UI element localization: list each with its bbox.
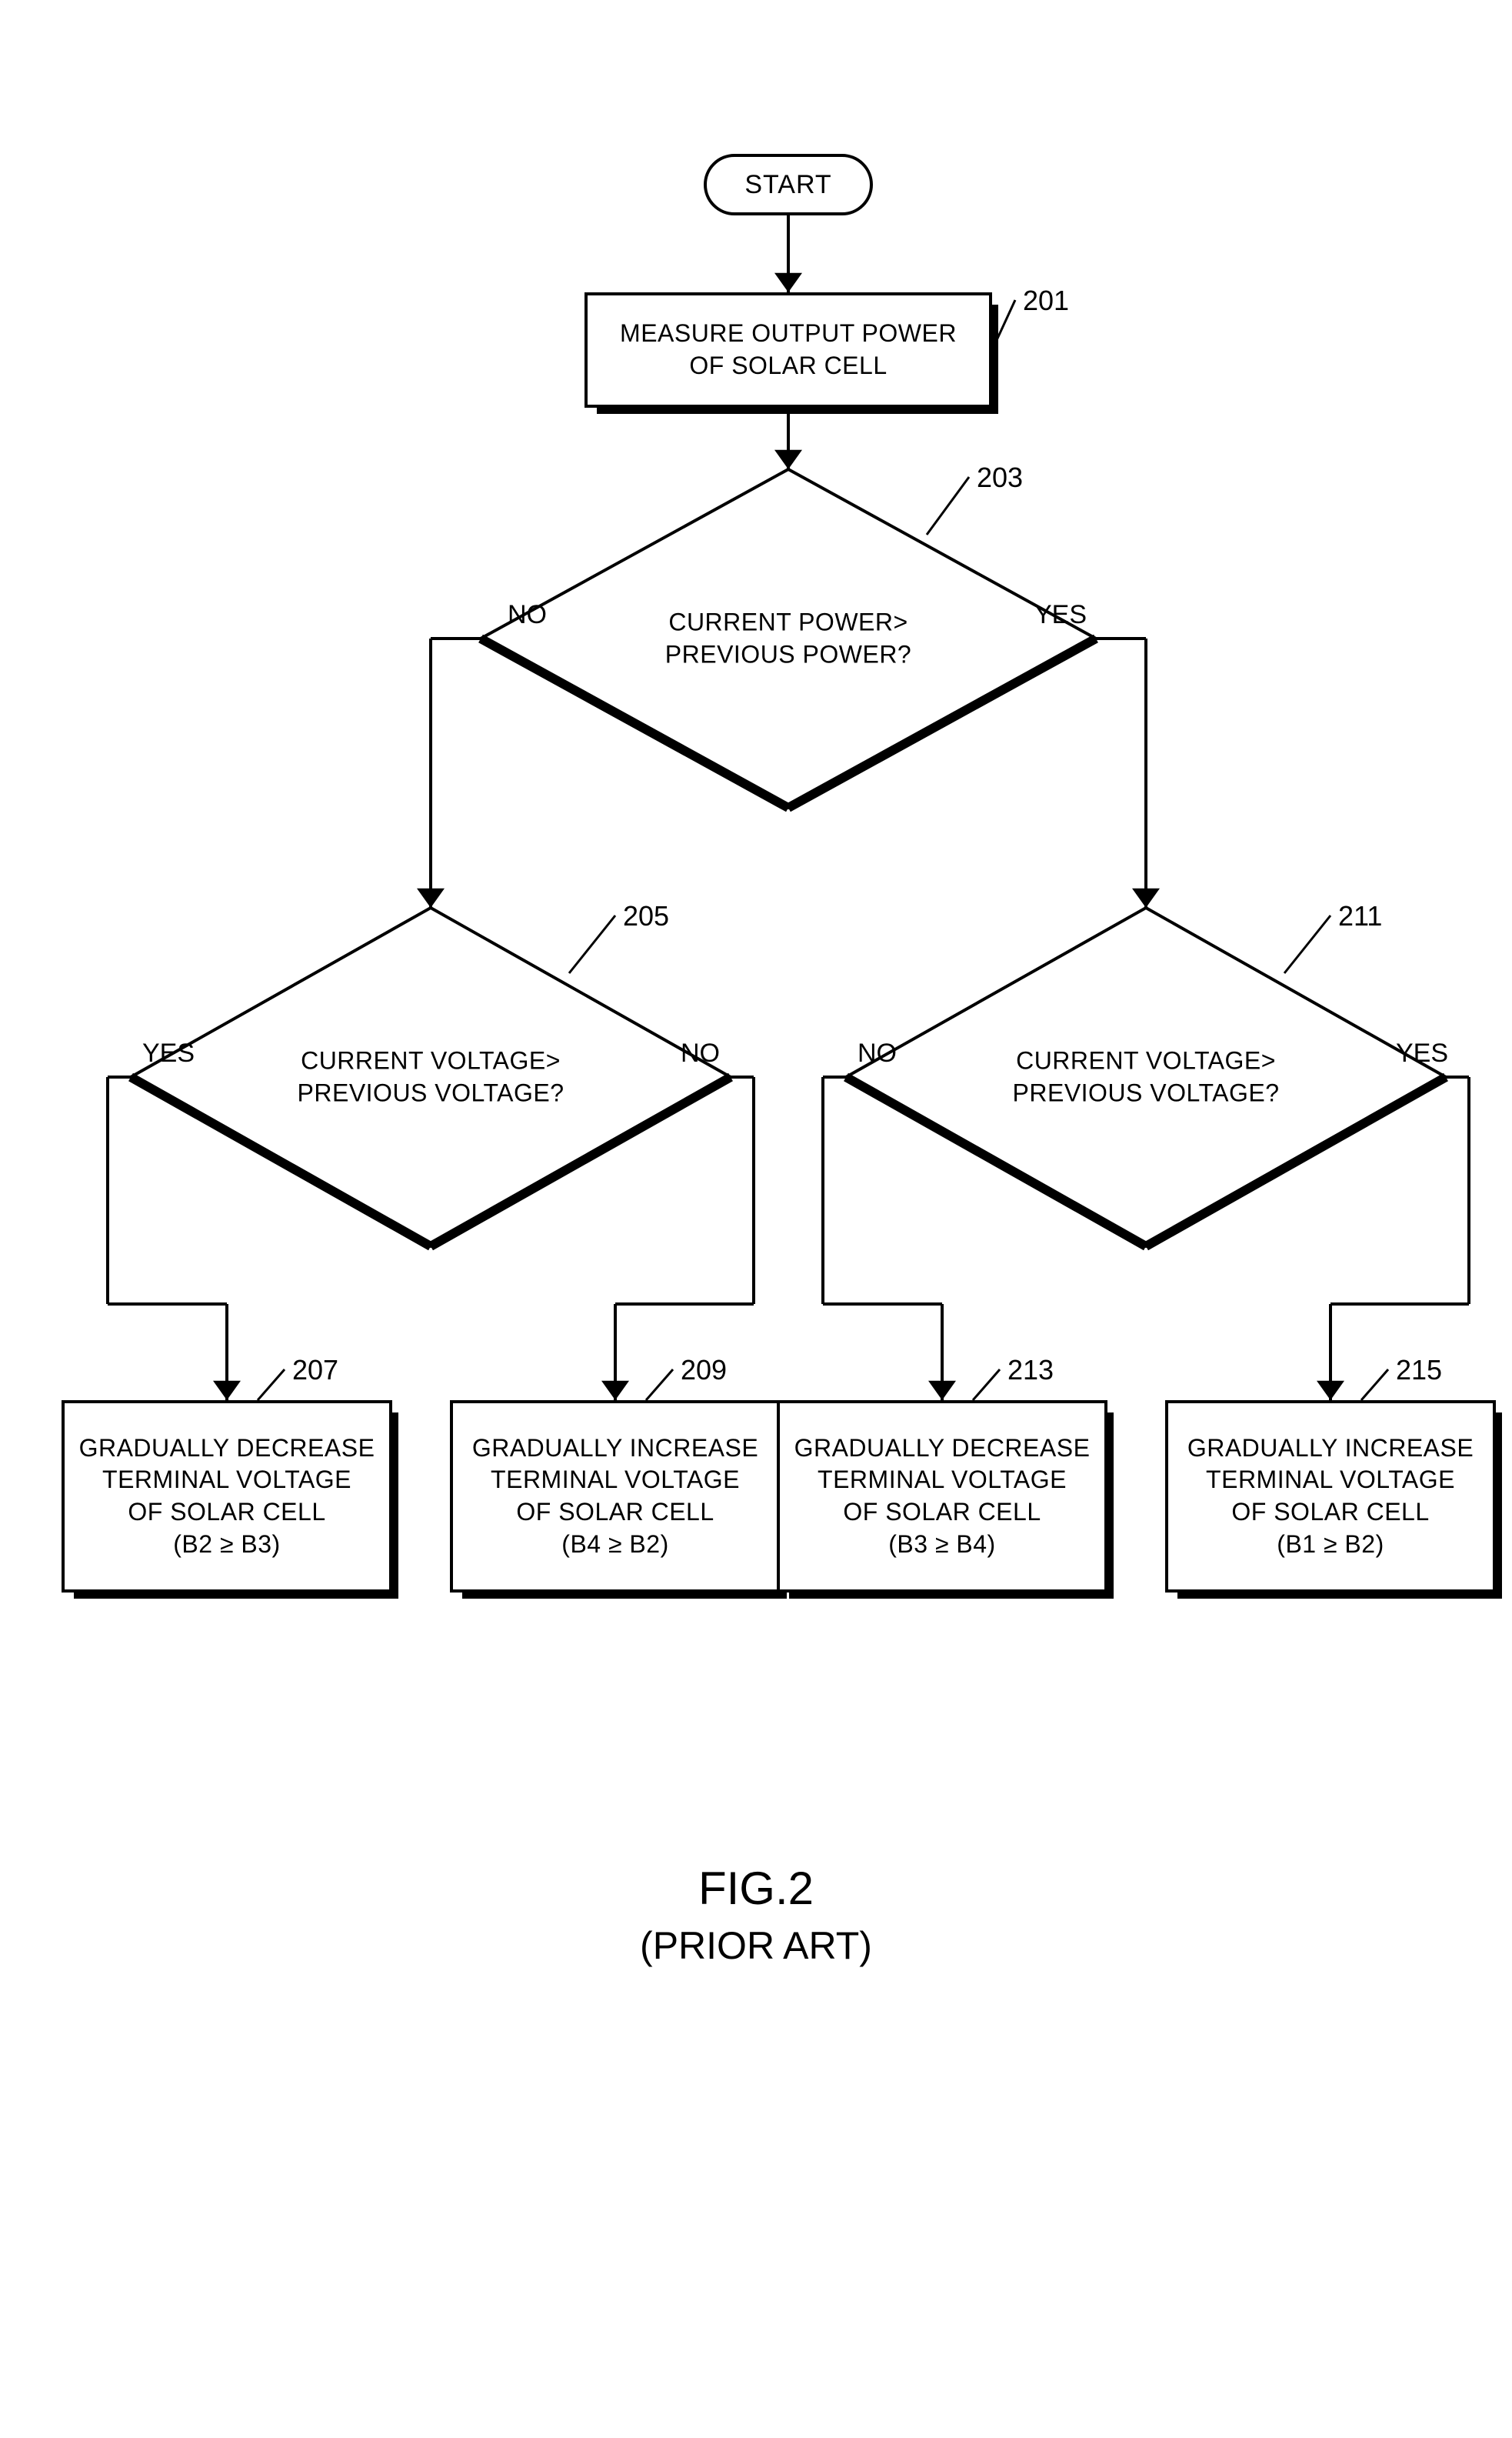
branch-yes-205: YES [142, 1039, 195, 1069]
branch-yes-211: YES [1396, 1039, 1448, 1069]
ref-205: 205 [623, 900, 669, 932]
process-207: GRADUALLY DECREASETERMINAL VOLTAGEOF SOL… [62, 1400, 392, 1593]
decision-211: CURRENT VOLTAGE>PREVIOUS VOLTAGE? [846, 908, 1446, 1246]
ref-209: 209 [681, 1354, 727, 1386]
start-node: START [704, 154, 873, 215]
process-209-text: GRADUALLY INCREASETERMINAL VOLTAGEOF SOL… [472, 1432, 758, 1560]
figure-sublabel: (PRIOR ART) [31, 1923, 1481, 1968]
ref-201: 201 [1023, 285, 1069, 317]
ref-215: 215 [1396, 1354, 1442, 1386]
process-209: GRADUALLY INCREASETERMINAL VOLTAGEOF SOL… [450, 1400, 781, 1593]
figure-label: FIG.2 [31, 1862, 1481, 1915]
decision-211-text: CURRENT VOLTAGE>PREVIOUS VOLTAGE? [846, 1045, 1446, 1109]
start-label: START [744, 170, 831, 200]
decision-205: CURRENT VOLTAGE>PREVIOUS VOLTAGE? [131, 908, 731, 1246]
process-215: GRADUALLY INCREASETERMINAL VOLTAGEOF SOL… [1165, 1400, 1496, 1593]
process-213: GRADUALLY DECREASETERMINAL VOLTAGEOF SOL… [777, 1400, 1107, 1593]
branch-yes-203: YES [1034, 600, 1087, 630]
decision-205-text: CURRENT VOLTAGE>PREVIOUS VOLTAGE? [131, 1045, 731, 1109]
decision-203-text: CURRENT POWER>PREVIOUS POWER? [481, 606, 1096, 670]
process-213-text: GRADUALLY DECREASETERMINAL VOLTAGEOF SOL… [794, 1432, 1091, 1560]
branch-no-205: NO [681, 1039, 720, 1069]
ref-213: 213 [1007, 1354, 1054, 1386]
decision-203: CURRENT POWER>PREVIOUS POWER? [481, 469, 1096, 808]
ref-203: 203 [977, 462, 1023, 494]
branch-no-211: NO [858, 1039, 897, 1069]
process-215-text: GRADUALLY INCREASETERMINAL VOLTAGEOF SOL… [1187, 1432, 1474, 1560]
ref-207: 207 [292, 1354, 338, 1386]
branch-no-203: NO [508, 600, 547, 630]
process-201: MEASURE OUTPUT POWEROF SOLAR CELL [584, 292, 992, 408]
ref-211: 211 [1338, 900, 1382, 932]
process-201-text: MEASURE OUTPUT POWEROF SOLAR CELL [620, 318, 957, 382]
process-207-text: GRADUALLY DECREASETERMINAL VOLTAGEOF SOL… [79, 1432, 375, 1560]
